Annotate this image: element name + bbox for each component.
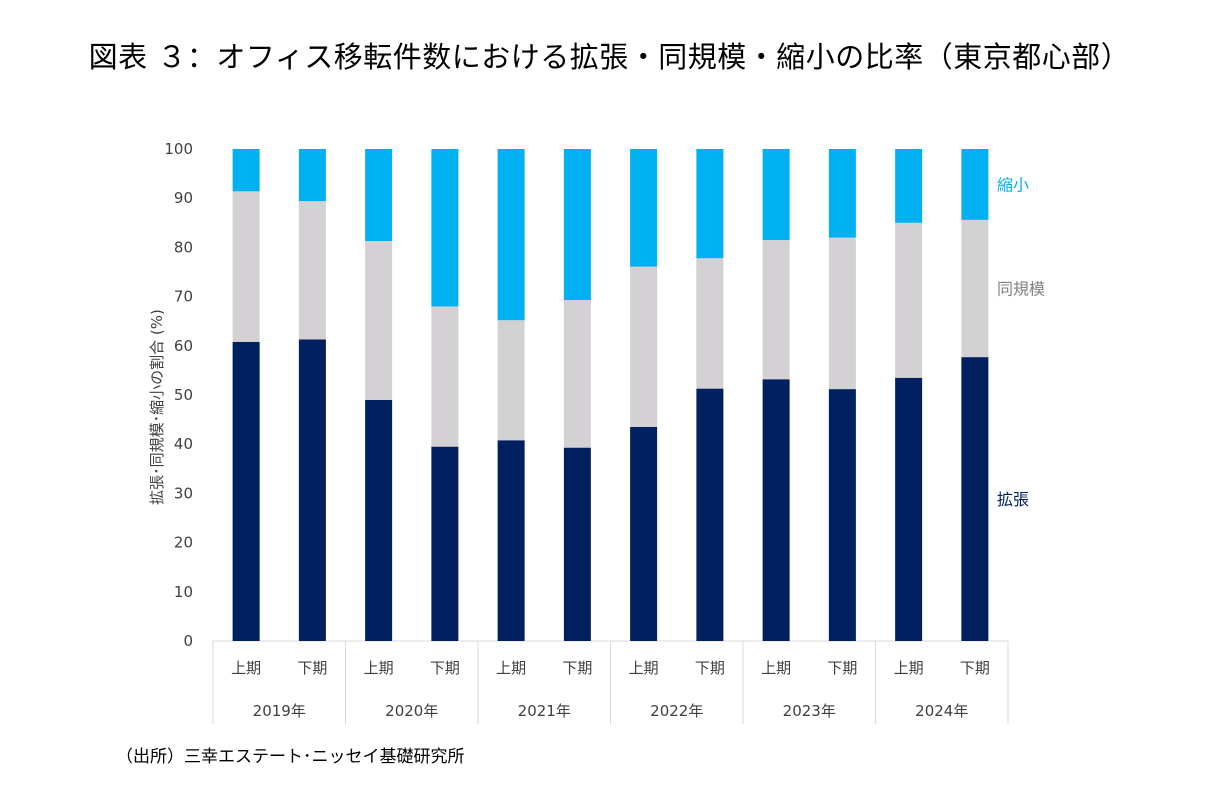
bar-縮小-9 bbox=[762, 149, 790, 241]
bar-同規模-3 bbox=[365, 241, 393, 400]
bar-拡張-9 bbox=[762, 379, 790, 641]
y-tick-label: 40 bbox=[174, 435, 193, 453]
legend-label-拡張: 拡張 bbox=[997, 490, 1029, 509]
y-tick-label: 100 bbox=[164, 140, 193, 158]
bar-縮小-8 bbox=[696, 149, 724, 259]
bar-縮小-3 bbox=[365, 149, 393, 242]
x-tick-label: 上期 bbox=[761, 659, 791, 677]
bar-拡張-10 bbox=[828, 389, 856, 641]
bar-拡張-8 bbox=[696, 388, 724, 641]
x-tick-label: 上期 bbox=[894, 659, 924, 677]
bar-拡張-1 bbox=[232, 341, 260, 641]
bar-拡張-5 bbox=[497, 440, 525, 641]
y-tick-label: 30 bbox=[174, 484, 193, 502]
x-group-label: 2021年 bbox=[518, 702, 571, 720]
bar-拡張-6 bbox=[563, 447, 591, 641]
y-tick-label: 0 bbox=[183, 632, 193, 650]
x-group-label: 2024年 bbox=[915, 702, 968, 720]
bar-同規模-5 bbox=[497, 320, 525, 441]
source-note: （出所）三幸エステート･ニッセイ基礎研究所 bbox=[116, 747, 465, 767]
bar-縮小-6 bbox=[563, 149, 591, 301]
bar-拡張-12 bbox=[961, 357, 989, 641]
bar-同規模-6 bbox=[563, 300, 591, 448]
x-tick-label: 下期 bbox=[695, 659, 725, 677]
x-tick-label: 上期 bbox=[231, 659, 261, 677]
x-tick-label: 下期 bbox=[430, 659, 460, 677]
bar-縮小-2 bbox=[298, 149, 326, 202]
bar-同規模-2 bbox=[298, 201, 326, 340]
bar-同規模-8 bbox=[696, 258, 724, 389]
bar-拡張-7 bbox=[630, 426, 658, 641]
bar-縮小-12 bbox=[961, 149, 989, 220]
x-tick-label: 上期 bbox=[629, 659, 659, 677]
x-group-label: 2022年 bbox=[650, 702, 703, 720]
y-tick-label: 80 bbox=[174, 238, 193, 256]
x-tick-label: 上期 bbox=[364, 659, 394, 677]
y-tick-label: 70 bbox=[174, 288, 193, 306]
x-tick-label: 上期 bbox=[496, 659, 526, 677]
bar-同規模-7 bbox=[630, 266, 658, 427]
legend-label-縮小: 縮小 bbox=[997, 175, 1029, 194]
y-axis-label: 拡張･同規模･縮小の割合 (%) bbox=[148, 309, 166, 505]
x-tick-label: 下期 bbox=[827, 659, 857, 677]
bar-縮小-10 bbox=[828, 149, 856, 238]
bar-同規模-1 bbox=[232, 191, 260, 342]
x-group-label: 2019年 bbox=[253, 702, 306, 720]
y-tick-label: 50 bbox=[174, 386, 193, 404]
bar-縮小-5 bbox=[497, 149, 525, 321]
bar-拡張-4 bbox=[431, 446, 459, 641]
bar-同規模-9 bbox=[762, 240, 790, 380]
bar-同規模-12 bbox=[961, 219, 989, 358]
bar-拡張-3 bbox=[365, 399, 393, 641]
bar-拡張-2 bbox=[298, 339, 326, 641]
bar-縮小-1 bbox=[232, 149, 260, 192]
x-tick-label: 下期 bbox=[562, 659, 592, 677]
y-tick-label: 90 bbox=[174, 189, 193, 207]
x-tick-label: 下期 bbox=[960, 659, 990, 677]
bar-縮小-11 bbox=[895, 149, 923, 223]
bar-同規模-10 bbox=[828, 237, 856, 390]
chart-title: 図表 ３：オフィス移転件数における拡張・同規模・縮小の比率（東京都心部） bbox=[88, 40, 1131, 74]
legend-label-同規模: 同規模 bbox=[997, 279, 1045, 298]
bar-拡張-11 bbox=[895, 377, 923, 641]
x-group-label: 2023年 bbox=[783, 702, 836, 720]
y-tick-label: 20 bbox=[174, 534, 193, 552]
bar-縮小-4 bbox=[431, 149, 459, 307]
y-tick-label: 60 bbox=[174, 337, 193, 355]
y-tick-label: 10 bbox=[174, 583, 193, 601]
bar-同規模-4 bbox=[431, 306, 459, 447]
bar-同規模-11 bbox=[895, 222, 923, 378]
bar-縮小-7 bbox=[630, 149, 658, 267]
x-group-label: 2020年 bbox=[385, 702, 438, 720]
x-tick-label: 下期 bbox=[297, 659, 327, 677]
